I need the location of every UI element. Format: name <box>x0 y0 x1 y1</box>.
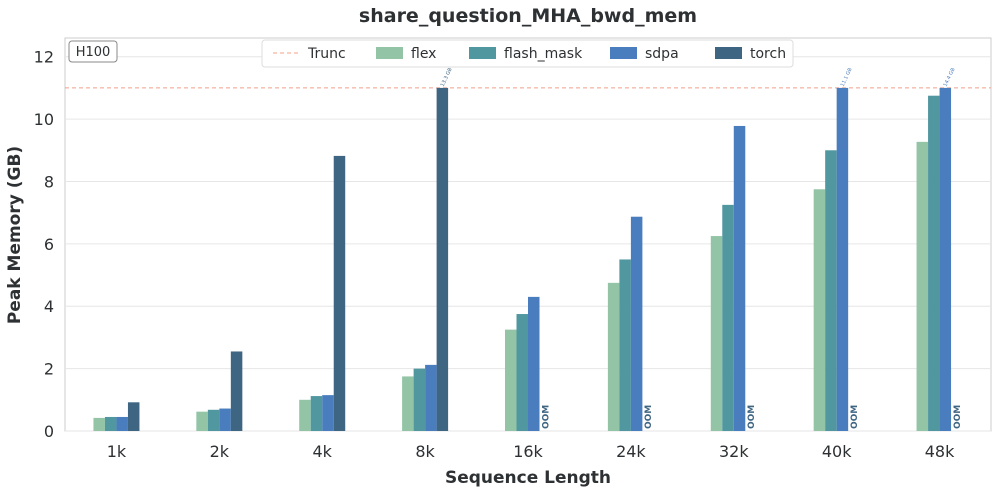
x-tick-label: 24k <box>616 442 646 461</box>
bar-flash_mask-1k <box>104 416 117 431</box>
bar-sdpa-1k <box>116 416 128 431</box>
bar-flex-1k <box>93 417 105 431</box>
bar-flex-48k <box>916 141 929 431</box>
y-tick-label: 2 <box>44 360 54 379</box>
y-tick-label: 10 <box>34 110 54 129</box>
bar-flex-24k <box>607 282 620 431</box>
x-axis-label: Sequence Length <box>445 468 611 488</box>
bar-flash_mask-40k <box>825 150 837 432</box>
gpu-badge: H100 <box>68 40 118 63</box>
x-ticks: 1k 2k 4k 8k 16k 24k 32k 40k 48k <box>107 442 955 461</box>
legend-swatch-sdpa <box>610 47 637 59</box>
bar-sdpa-16k <box>528 296 540 431</box>
bar-flex-16k <box>505 329 517 431</box>
bar-flex-2k <box>196 411 208 431</box>
x-tick-label: 2k <box>210 442 230 461</box>
legend-label-torch: torch <box>750 46 786 62</box>
bar-torch-1k <box>127 402 140 431</box>
bar-sdpa-48k <box>939 87 952 432</box>
y-tick-label: 8 <box>44 172 54 191</box>
gpu-label: H100 <box>76 45 111 60</box>
bar-sdpa-32k <box>733 125 746 431</box>
bar-sdpa-24k <box>630 216 643 431</box>
legend-label-trunc: Trunc <box>307 46 346 62</box>
bar-flex-40k <box>813 189 826 431</box>
legend-label-flex: flex <box>411 46 436 62</box>
y-tick-label: 0 <box>44 422 54 441</box>
x-tick-label: 32k <box>719 442 749 461</box>
x-tick-label: 16k <box>513 442 543 461</box>
legend: Trunc flex flash_mask sdpa torch <box>261 39 794 68</box>
bar-flash_mask-2k <box>207 409 220 431</box>
y-tick-label: 4 <box>44 297 54 316</box>
bar-sdpa-8k <box>425 364 437 431</box>
y-ticks: 0 2 4 6 8 10 12 <box>34 48 54 441</box>
bar-torch-4k <box>333 155 346 431</box>
oom-label: OOM <box>541 405 551 429</box>
bar-flex-8k <box>402 376 414 431</box>
oom-label: OOM <box>850 405 860 429</box>
oom-label: OOM <box>747 405 757 429</box>
bar-flash_mask-32k <box>722 204 734 431</box>
x-tick-label: 8k <box>415 442 435 461</box>
bar-sdpa-2k <box>219 408 231 431</box>
x-tick-label: 1k <box>107 442 127 461</box>
x-tick-label: 4k <box>312 442 332 461</box>
chart-title: share_question_MHA_bwd_mem <box>359 5 697 27</box>
oom-label: OOM <box>644 405 654 429</box>
legend-label-flash_mask: flash_mask <box>504 46 583 62</box>
y-tick-label: 6 <box>44 235 54 254</box>
x-tick-label: 48k <box>925 442 955 461</box>
legend-swatch-flex <box>376 47 403 59</box>
legend-label-sdpa: sdpa <box>645 46 679 62</box>
bar-sdpa-40k <box>836 87 849 432</box>
bar-flash_mask-24k <box>619 259 631 431</box>
bar-flash_mask-8k <box>413 368 426 431</box>
bar-flex-32k <box>710 236 723 431</box>
oom-label: OOM <box>953 405 963 429</box>
bar-flash_mask-16k <box>516 314 528 431</box>
y-axis-label: Peak Memory (GB) <box>5 146 25 324</box>
bar-torch-2k <box>230 351 243 431</box>
legend-swatch-flash_mask <box>469 47 496 59</box>
bar-flex-4k <box>299 399 311 431</box>
bar-sdpa-4k <box>322 395 334 431</box>
bar-flash_mask-4k <box>310 396 323 431</box>
bar-flash_mask-48k <box>928 95 940 431</box>
legend-swatch-torch <box>715 47 742 59</box>
x-tick-label: 40k <box>822 442 852 461</box>
bar-torch-8k <box>436 87 449 432</box>
y-tick-label: 12 <box>34 48 54 67</box>
